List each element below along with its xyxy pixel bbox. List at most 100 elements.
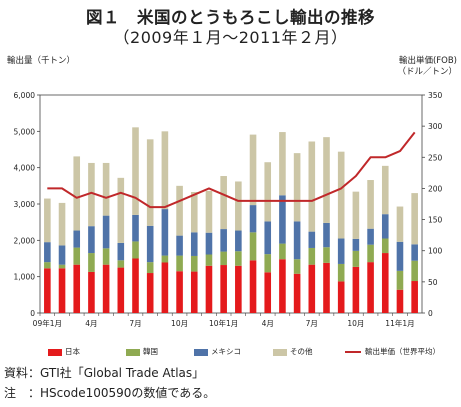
bar-japan — [117, 267, 125, 313]
bar-korea — [381, 238, 389, 254]
bar-other — [102, 162, 110, 216]
plot-frame — [39, 94, 423, 314]
bar-mexico — [293, 221, 301, 260]
bar-korea — [279, 243, 286, 260]
bar-other — [88, 162, 95, 227]
y2-tick-label: 150 — [428, 216, 443, 225]
bar-mexico — [279, 195, 286, 244]
bar-japan — [176, 271, 183, 313]
legend-label-mexico: メキシコ — [211, 347, 241, 356]
bar-mexico — [88, 226, 95, 254]
bar-korea — [396, 270, 404, 290]
price-line — [47, 131, 416, 209]
chart-canvas: 0 1,000 2,000 3,000 4,000 5,000 6,000 0 50 100 150… — [14, 91, 443, 328]
bar-korea — [132, 241, 139, 259]
chart-subtitle: （2009年１月～2011年２月） — [113, 28, 348, 47]
right-axis-title: 輸出単価(FOB) （ドル／トン） — [397, 56, 457, 78]
bar-other — [323, 137, 330, 223]
bar-korea — [117, 260, 125, 268]
y2-tick-label: 50 — [428, 278, 438, 287]
bar-korea — [308, 247, 316, 265]
bar-japan — [190, 271, 198, 313]
bar-other — [132, 127, 139, 215]
y-tick-label: 3,000 — [14, 200, 36, 209]
bar-other — [235, 181, 242, 231]
bar-korea — [249, 232, 257, 261]
bar-japan — [293, 273, 301, 313]
bar-mexico — [58, 245, 66, 265]
bar-mexico — [102, 215, 110, 249]
bar-other — [279, 132, 286, 196]
bar-other — [205, 190, 213, 233]
bar-other — [220, 176, 227, 230]
bar-japan — [381, 253, 389, 313]
legend-swatch-price — [345, 351, 361, 353]
bar-mexico — [73, 230, 81, 248]
y-tick-label: 2,000 — [14, 236, 36, 245]
bar-mexico — [381, 214, 389, 239]
bar-mexico — [323, 222, 330, 248]
footnote: 注 ：HScode100590の数値である。 — [4, 386, 216, 400]
bar-korea — [88, 253, 95, 272]
y2-tick-label: 200 — [428, 184, 443, 193]
legend-label-price: 輸出単価（世界平均） — [365, 347, 440, 356]
bar-korea — [293, 259, 301, 274]
bar-other — [146, 139, 154, 226]
bar-other — [352, 191, 360, 239]
y2-tick-label: 350 — [428, 91, 443, 100]
legend-item-korea: 韓国 — [126, 346, 158, 357]
bar-other — [411, 193, 418, 245]
bar-japan — [367, 262, 374, 313]
right-axis-title-line1: 輸出単価(FOB) — [398, 56, 457, 66]
y-tick-label: 5,000 — [14, 127, 36, 136]
legend-swatch-korea — [126, 348, 140, 356]
bar-japan — [88, 271, 95, 313]
bar-other — [381, 165, 389, 215]
bar-other — [73, 156, 81, 231]
bar-mexico — [337, 238, 345, 264]
bar-other — [190, 192, 198, 233]
bar-mexico — [176, 235, 183, 256]
legend-swatch-other — [273, 348, 287, 356]
legend-label-japan: 日本 — [65, 347, 80, 356]
bar-mexico — [235, 230, 242, 252]
bar-japan — [396, 289, 404, 313]
bar-korea — [161, 255, 169, 263]
bar-korea — [102, 248, 110, 265]
legend-swatch-japan — [48, 348, 62, 356]
bar-other — [161, 131, 169, 210]
legend-label-korea: 韓国 — [143, 347, 158, 356]
bar-korea — [367, 244, 374, 263]
legend-label-other: その他 — [290, 347, 313, 356]
bar-mexico — [220, 229, 227, 252]
bar-other — [264, 162, 272, 222]
bar-other — [308, 141, 316, 232]
bar-mexico — [352, 238, 360, 251]
y-tick-label: 4,000 — [14, 164, 36, 173]
bar-other — [58, 202, 66, 246]
bar-other — [293, 153, 301, 222]
bar-japan — [308, 264, 316, 313]
bar-mexico — [161, 209, 169, 256]
x-tick-label: 7月 — [306, 319, 318, 328]
bar-korea — [235, 251, 242, 266]
legend-swatch-mexico — [194, 348, 208, 356]
bar-japan — [58, 268, 66, 313]
bar-korea — [323, 247, 330, 263]
bar-mexico — [146, 225, 154, 263]
bar-other — [176, 185, 183, 236]
bar-other — [396, 206, 404, 242]
x-tick-label: 10月 — [347, 319, 364, 328]
bar-japan — [102, 264, 110, 313]
bar-korea — [220, 251, 227, 266]
source-note: 資料：GTI社「Global Trade Atlas」 — [4, 366, 205, 380]
bar-other — [44, 198, 51, 243]
bar-japan — [279, 259, 286, 313]
bar-mexico — [249, 205, 257, 233]
bar-japan — [73, 264, 81, 313]
bar-korea — [352, 250, 360, 267]
bar-mexico — [117, 242, 125, 261]
y2-tick-label: 300 — [428, 122, 443, 131]
x-tick-label: 7月 — [129, 319, 141, 328]
right-axis-title-line2: （ドル／トン） — [397, 67, 457, 77]
